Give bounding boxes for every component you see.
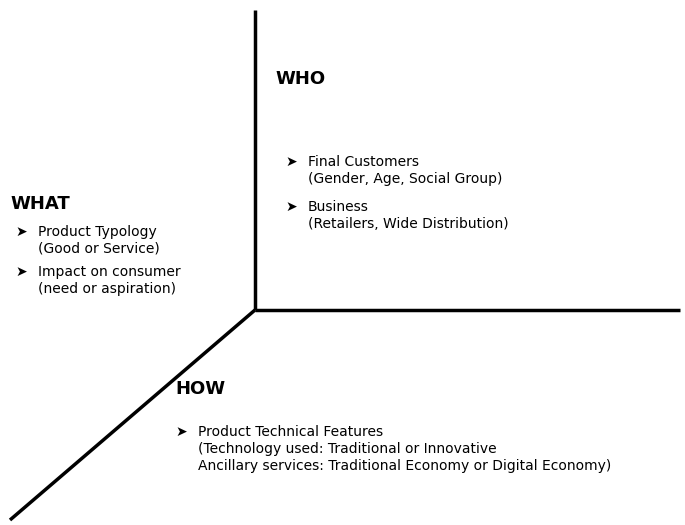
Text: WHO: WHO — [275, 70, 325, 88]
Text: HOW: HOW — [175, 380, 225, 398]
Text: (Gender, Age, Social Group): (Gender, Age, Social Group) — [308, 172, 502, 186]
Text: Final Customers: Final Customers — [308, 155, 419, 169]
Text: (Retailers, Wide Distribution): (Retailers, Wide Distribution) — [308, 217, 509, 231]
Text: (Technology used: Traditional or Innovative: (Technology used: Traditional or Innovat… — [198, 442, 497, 456]
Text: ➤: ➤ — [175, 425, 186, 439]
Text: Product Technical Features: Product Technical Features — [198, 425, 383, 439]
Text: Ancillary services: Traditional Economy or Digital Economy): Ancillary services: Traditional Economy … — [198, 459, 611, 473]
Text: WHAT: WHAT — [10, 195, 70, 213]
Text: ➤: ➤ — [285, 155, 297, 169]
Text: (Good or Service): (Good or Service) — [38, 242, 160, 256]
Text: (need or aspiration): (need or aspiration) — [38, 282, 176, 296]
Text: Business: Business — [308, 200, 369, 214]
Text: ➤: ➤ — [285, 200, 297, 214]
Text: ➤: ➤ — [15, 265, 27, 279]
Text: Impact on consumer: Impact on consumer — [38, 265, 181, 279]
Text: ➤: ➤ — [15, 225, 27, 239]
Text: Product Typology: Product Typology — [38, 225, 157, 239]
